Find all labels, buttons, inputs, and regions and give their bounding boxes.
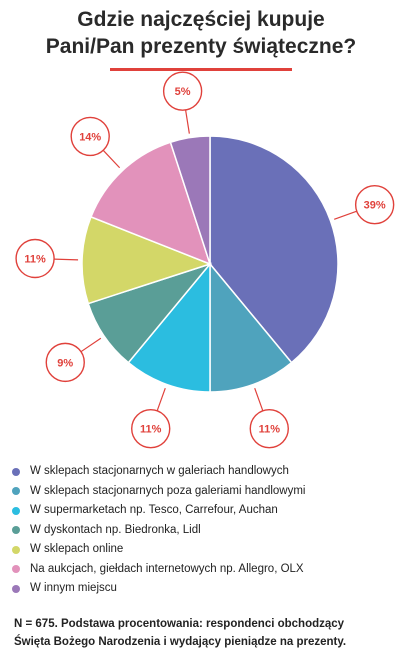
footnote: N = 675. Podstawa procentowania: respond… — [14, 616, 400, 651]
data-label: 9% — [57, 357, 73, 369]
pie-slice — [169, 135, 211, 265]
legend-swatch — [12, 584, 20, 593]
data-label: 11% — [24, 254, 46, 266]
callout-circle — [70, 116, 110, 157]
data-label: 14% — [79, 131, 101, 143]
chart-title-line-2: Pani/Pan prezenty świąteczne? — [45, 35, 357, 58]
callout-line — [254, 387, 264, 411]
legend-label: W supermarketach np. Tesco, Carrefour, A… — [30, 504, 278, 516]
legend-item: W sklepach online — [12, 540, 398, 560]
title-underline — [110, 68, 292, 71]
data-label: 39% — [364, 200, 386, 212]
data-label: 11% — [259, 424, 281, 436]
callout-line — [80, 337, 102, 353]
legend-item: W sklepach stacjonarnych poza galeriami … — [12, 482, 398, 502]
legend-label: W dyskontach np. Biedronka, Lidl — [30, 523, 201, 536]
legend-item: W supermarketach np. Tesco, Carrefour, A… — [12, 501, 398, 521]
legend-item: W sklepach stacjonarnych w galeriach han… — [12, 462, 398, 482]
callout-circle — [162, 71, 203, 111]
legend-item: W dyskontach np. Biedronka, Lidl — [12, 521, 398, 541]
chart-title: Gdzie najczęściej kupuje Pani/Pan prezen… — [0, 6, 402, 60]
callout-circle — [249, 408, 289, 449]
legend-label: W sklepach online — [30, 543, 124, 555]
callout-line — [54, 258, 79, 261]
legend-label: Na aukcjach, giełdach internetowych np. … — [30, 562, 304, 575]
callout-line — [185, 109, 190, 134]
legend-swatch — [12, 467, 20, 476]
legend: W sklepach stacjonarnych w galeriach han… — [12, 462, 398, 599]
pie-chart: 39% 11% 11% 9% 11% 14% 5% — [15, 71, 395, 449]
legend-swatch — [12, 487, 20, 496]
data-label: 5% — [175, 86, 191, 98]
pie-slice — [209, 261, 293, 393]
legend-label: W sklepach stacjonarnych w galeriach han… — [30, 465, 289, 477]
callout-circle — [354, 185, 395, 225]
legend-swatch — [12, 506, 20, 515]
legend-item: Na aukcjach, giełdach internetowych np. … — [12, 560, 398, 580]
legend-swatch — [12, 526, 20, 535]
data-label: 11% — [140, 424, 162, 436]
footnote-line-1: N = 675. Podstawa procentowania: respond… — [14, 618, 345, 630]
pie-slice — [209, 135, 339, 364]
callout-circle — [45, 342, 85, 383]
legend-swatch — [12, 545, 20, 554]
callout-circle — [131, 408, 171, 449]
callout-line — [102, 149, 121, 169]
callout-line — [333, 210, 357, 220]
chart-title-line-1: Gdzie najczęściej kupuje — [77, 8, 325, 31]
legend-label: W innym miejscu — [30, 582, 117, 594]
callout-circle — [15, 238, 55, 279]
legend-item: W innym miejscu — [12, 579, 398, 599]
callout-line — [156, 387, 166, 411]
legend-swatch — [12, 565, 20, 574]
footnote-line-2: Święta Bożego Narodzenia i wydający pien… — [14, 635, 347, 648]
pie-slice — [81, 215, 213, 305]
pie-slice — [127, 261, 211, 393]
legend-label: W sklepach stacjonarnych poza galeriami … — [30, 484, 306, 497]
